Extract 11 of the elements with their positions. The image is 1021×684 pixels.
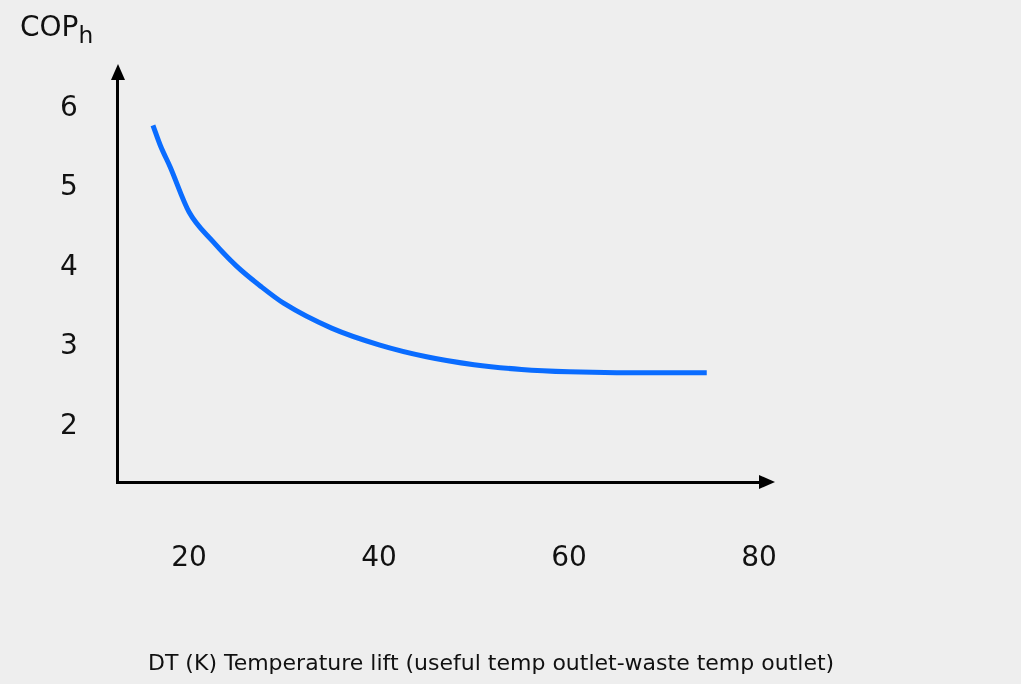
x-tick-label: 60 — [551, 540, 587, 574]
y-tick-label: 4 — [59, 248, 78, 282]
x-tick-label: 40 — [361, 540, 397, 574]
y-tick-label: 3 — [59, 328, 78, 362]
x-tick-label: 80 — [741, 540, 777, 574]
y-tick-label: 6 — [59, 89, 78, 123]
x-axis-title: DT (K) Temperature lift (useful temp outlet-waste temp outlet) — [148, 650, 835, 675]
y-tick-label: 5 — [59, 169, 78, 203]
y-axis-title: COP$_{h}$ — [20, 10, 94, 49]
x-tick-label: 20 — [171, 540, 207, 574]
y-tick-label: 2 — [59, 408, 78, 442]
